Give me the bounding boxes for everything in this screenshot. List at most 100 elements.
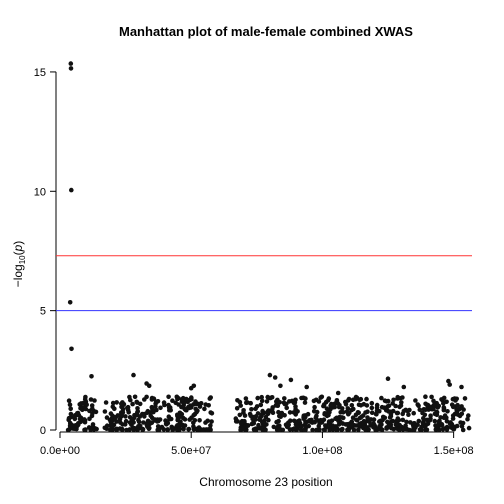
data-point bbox=[385, 408, 390, 413]
data-point bbox=[428, 413, 433, 419]
data-point bbox=[302, 427, 307, 433]
data-point bbox=[191, 383, 197, 389]
data-point bbox=[277, 400, 283, 405]
data-point bbox=[286, 422, 292, 428]
x-tick-label: 0.0e+00 bbox=[40, 445, 80, 457]
data-point bbox=[367, 419, 372, 425]
data-point bbox=[161, 400, 167, 405]
data-point bbox=[411, 410, 417, 416]
data-point bbox=[177, 426, 182, 432]
data-point bbox=[73, 423, 78, 428]
data-point bbox=[391, 397, 396, 403]
data-point bbox=[374, 405, 380, 411]
data-point bbox=[81, 400, 86, 406]
data-point bbox=[460, 420, 466, 426]
data-point bbox=[94, 426, 99, 432]
data-point bbox=[282, 401, 288, 407]
data-point bbox=[108, 419, 114, 425]
data-point bbox=[153, 399, 159, 405]
data-point bbox=[442, 413, 448, 418]
data-point bbox=[82, 417, 87, 422]
data-point bbox=[393, 403, 398, 409]
data-point bbox=[441, 405, 447, 410]
threshold-lines bbox=[56, 255, 472, 312]
data-point bbox=[419, 427, 424, 433]
data-point bbox=[349, 423, 355, 428]
data-point bbox=[89, 374, 94, 379]
data-point bbox=[301, 413, 307, 419]
data-point bbox=[369, 410, 375, 416]
data-point bbox=[266, 417, 271, 423]
data-point bbox=[104, 415, 110, 420]
data-point bbox=[256, 422, 261, 428]
data-point bbox=[444, 419, 450, 424]
data-point bbox=[275, 403, 281, 409]
data-point bbox=[288, 377, 294, 383]
data-point bbox=[181, 426, 186, 432]
x-tick-label: 5.0e+07 bbox=[171, 445, 211, 457]
data-point bbox=[450, 404, 456, 410]
data-point bbox=[421, 416, 426, 421]
data-point bbox=[192, 411, 198, 417]
data-point bbox=[259, 413, 264, 419]
data-point bbox=[234, 406, 240, 411]
data-point bbox=[110, 400, 116, 406]
data-point bbox=[255, 395, 260, 401]
data-point bbox=[209, 419, 214, 424]
data-point bbox=[287, 399, 292, 404]
data-point bbox=[249, 407, 254, 412]
x-tick-label: 1.0e+08 bbox=[302, 445, 342, 457]
data-point bbox=[114, 419, 119, 424]
data-point bbox=[282, 396, 287, 401]
data-point bbox=[413, 398, 418, 403]
data-point bbox=[303, 419, 308, 425]
data-point bbox=[144, 381, 149, 386]
data-point bbox=[238, 403, 243, 408]
data-point bbox=[168, 408, 173, 413]
data-point bbox=[311, 398, 317, 404]
data-point bbox=[136, 419, 142, 425]
data-point bbox=[357, 421, 362, 427]
data-point bbox=[259, 394, 265, 400]
data-point bbox=[312, 404, 317, 410]
data-point bbox=[325, 397, 331, 403]
data-point bbox=[112, 406, 117, 412]
data-point bbox=[436, 403, 442, 409]
data-point bbox=[184, 397, 189, 402]
data-point bbox=[68, 61, 74, 66]
data-point bbox=[182, 423, 188, 428]
y-label-subscript: 10 bbox=[18, 255, 27, 264]
data-point bbox=[200, 427, 205, 433]
data-point bbox=[398, 396, 403, 401]
data-point bbox=[102, 409, 108, 414]
data-point bbox=[271, 424, 277, 430]
data-point bbox=[187, 405, 192, 411]
data-point bbox=[72, 416, 78, 422]
data-point bbox=[167, 416, 172, 422]
data-point bbox=[248, 413, 253, 419]
data-point bbox=[240, 426, 246, 432]
data-point bbox=[170, 426, 175, 432]
data-point bbox=[423, 394, 428, 400]
data-point bbox=[340, 426, 345, 432]
data-point bbox=[316, 423, 322, 429]
data-point bbox=[118, 420, 123, 425]
data-point bbox=[197, 418, 202, 423]
data-point bbox=[175, 423, 180, 428]
data-point bbox=[119, 401, 124, 407]
data-point bbox=[447, 382, 453, 387]
data-point bbox=[180, 404, 185, 410]
data-point bbox=[395, 416, 401, 421]
data-point bbox=[65, 427, 71, 433]
data-point bbox=[322, 427, 328, 433]
data-point bbox=[412, 421, 417, 426]
data-point bbox=[399, 400, 404, 405]
data-point bbox=[293, 397, 298, 403]
data-point bbox=[377, 408, 382, 414]
data-point bbox=[455, 402, 460, 408]
data-point bbox=[323, 423, 328, 428]
data-point bbox=[453, 398, 458, 403]
x-axis-ticks: 0.0e+00 5.0e+07 1.0e+08 1.5e+08 bbox=[40, 432, 474, 457]
data-point bbox=[345, 422, 350, 427]
